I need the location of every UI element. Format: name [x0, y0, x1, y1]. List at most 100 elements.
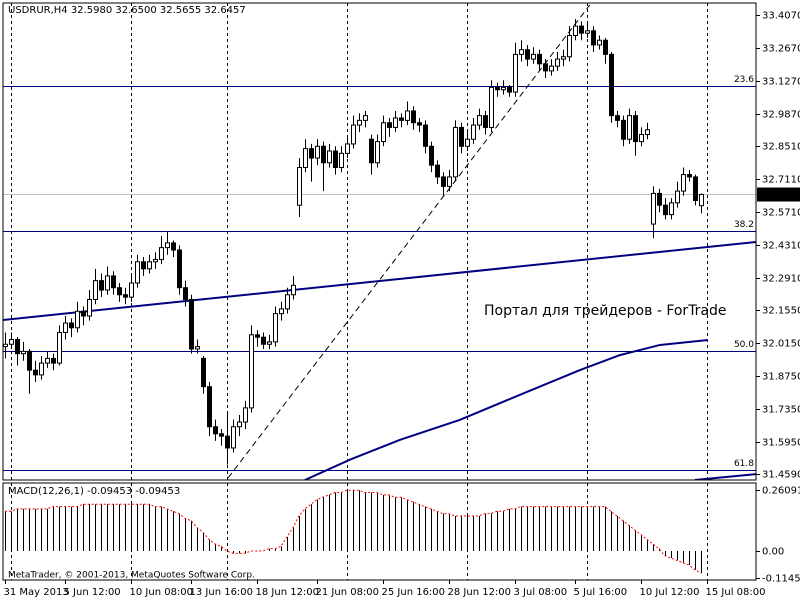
- candle-body: [123, 294, 128, 298]
- candle-body: [339, 152, 344, 168]
- candle-body: [57, 331, 62, 364]
- x-tick-label: 10 Jul 12:00: [640, 587, 700, 598]
- candle-body: [399, 117, 404, 121]
- last-price-label: 32.6457: [761, 190, 800, 201]
- candle-body: [237, 421, 242, 428]
- candle-body: [459, 126, 464, 147]
- candle-body: [75, 310, 80, 329]
- candle-body: [273, 313, 278, 343]
- fib-label: 50.0: [734, 340, 754, 350]
- candle-body: [321, 145, 326, 164]
- candle-body: [351, 124, 356, 145]
- candle-body: [369, 138, 374, 164]
- y-tick-label: 31.5950: [762, 438, 800, 449]
- x-tick-label: 21 Jun 08:00: [316, 587, 380, 598]
- candle-body: [393, 117, 398, 128]
- y-tick-label: 32.5710: [762, 208, 800, 219]
- candle-body: [9, 339, 14, 345]
- candle-body: [333, 150, 338, 168]
- x-tick-label: 3 Jul 08:00: [514, 587, 568, 598]
- candle-body: [381, 122, 386, 143]
- candle-body: [105, 275, 110, 291]
- x-tick-label: 5 Jun 12:00: [64, 587, 121, 598]
- candle-body: [675, 190, 680, 204]
- candle-body: [531, 53, 536, 60]
- candle-body: [231, 426, 236, 449]
- y-tick-label: 33.1270: [762, 77, 800, 88]
- y-tick-label: 32.2910: [762, 274, 800, 285]
- candle-body: [153, 258, 158, 263]
- y-tick-label: 32.9870: [762, 110, 800, 121]
- candle-body: [501, 86, 506, 91]
- candle-body: [555, 58, 560, 67]
- candle-body: [663, 204, 668, 216]
- y-tick-label: 32.7110: [762, 175, 800, 186]
- y-tick-label: 32.1550: [762, 306, 800, 317]
- macd-plot: [4, 483, 708, 580]
- candle-body: [177, 249, 182, 289]
- candle-body: [597, 39, 602, 46]
- candle-body: [513, 53, 518, 93]
- candle-body: [297, 166, 302, 206]
- candle-body: [699, 193, 704, 207]
- candle-body: [465, 138, 470, 147]
- x-tick-label: 10 Jun 08:00: [130, 587, 194, 598]
- candle-body: [579, 25, 584, 34]
- last-price-box: [757, 187, 800, 202]
- candle-body: [129, 282, 134, 298]
- y-tick-label: -0.11454: [762, 574, 800, 585]
- candle-body: [93, 280, 98, 300]
- macd-title: MACD(12,26,1) -0.09453 -0.09453: [8, 486, 180, 497]
- candle-body: [87, 298, 92, 317]
- candle-body: [471, 124, 476, 140]
- candle-body: [291, 284, 296, 296]
- y-tick-label: 31.7350: [762, 405, 800, 416]
- candle-body: [405, 110, 410, 121]
- fib-label: 38.2: [734, 220, 754, 230]
- x-tick-label: 28 Jun 12:00: [448, 587, 512, 598]
- price-frame: [2, 2, 757, 481]
- candle-body: [315, 145, 320, 159]
- candle-body: [81, 310, 86, 317]
- candle-body: [621, 119, 626, 140]
- candle-body: [429, 145, 434, 166]
- candle-body: [525, 49, 530, 60]
- candle-body: [495, 86, 500, 91]
- candle-body: [477, 115, 482, 126]
- candle-body: [183, 287, 188, 300]
- candle-body: [147, 261, 152, 270]
- x-tick-label: 15 Jul 08:00: [706, 587, 766, 598]
- candle-body: [411, 110, 416, 124]
- candle-body: [21, 350, 26, 355]
- candle-body: [279, 308, 284, 315]
- candle-body: [165, 242, 170, 249]
- candle-body: [45, 357, 50, 364]
- candle-body: [387, 122, 392, 128]
- trendline: [694, 473, 756, 480]
- y-tick-label: 0.00: [762, 547, 784, 558]
- y-tick-label: 32.8510: [762, 142, 800, 153]
- candle-body: [195, 346, 200, 350]
- candle-body: [507, 86, 512, 93]
- candle-body: [651, 192, 656, 225]
- candle-body: [15, 339, 20, 355]
- candle-body: [225, 435, 230, 449]
- candle-body: [543, 63, 548, 72]
- copyright: MetaTrader, © 2001-2013, MetaQuotes Soft…: [8, 571, 255, 581]
- candle-body: [585, 30, 590, 34]
- x-tick-label: 18 Jun 12:00: [256, 587, 320, 598]
- candle-body: [603, 39, 608, 55]
- macd-frame: [2, 482, 757, 581]
- candle-body: [261, 336, 266, 345]
- y-tick-label: 33.2670: [762, 44, 800, 55]
- fib-label: 23.6: [734, 75, 754, 85]
- y-tick-label: 32.4310: [762, 241, 800, 252]
- candle-body: [33, 369, 38, 376]
- trendline: [3, 240, 756, 321]
- candle-body: [591, 30, 596, 46]
- candle-body: [207, 386, 212, 428]
- candle-body: [309, 148, 314, 159]
- candle-body: [213, 426, 218, 435]
- x-tick-label: 25 Jun 16:00: [382, 587, 446, 598]
